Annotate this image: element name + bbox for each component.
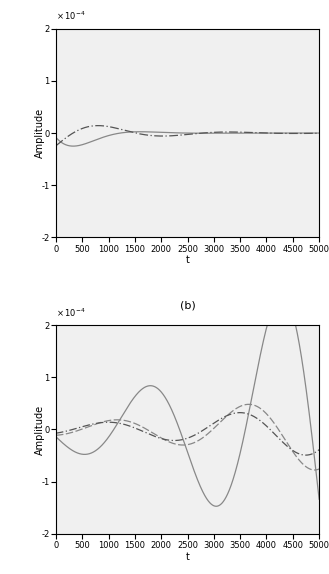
Text: (b): (b) [180,300,195,310]
X-axis label: t: t [186,255,190,265]
X-axis label: t: t [186,552,190,562]
Text: $\times\,10^{-4}$: $\times\,10^{-4}$ [56,10,86,22]
Text: $\times\,10^{-4}$: $\times\,10^{-4}$ [56,307,86,319]
Y-axis label: Amplitude: Amplitude [35,405,45,455]
Y-axis label: Amplitude: Amplitude [35,108,45,158]
